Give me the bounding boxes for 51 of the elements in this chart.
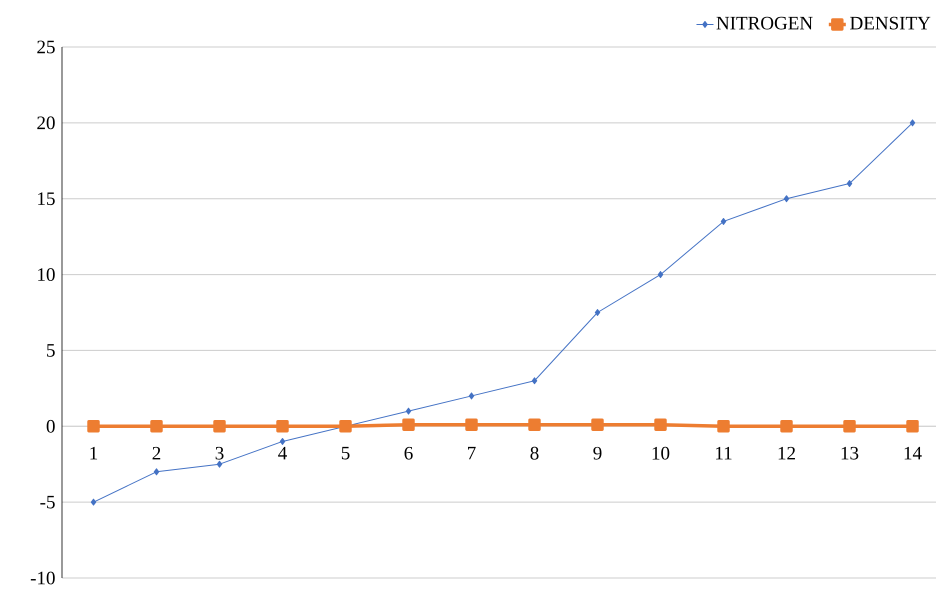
point: [87, 420, 100, 433]
x-tick-label: 4: [278, 446, 287, 460]
point: [150, 420, 163, 433]
point: [720, 218, 726, 225]
point: [906, 420, 919, 433]
point: [90, 498, 96, 506]
point: [846, 180, 852, 188]
x-tick-label: 9: [593, 446, 602, 460]
point: [216, 460, 222, 468]
point: [213, 420, 226, 433]
x-tick-label: 6: [404, 446, 413, 460]
point: [654, 418, 667, 431]
y-tick-label: 10: [38, 268, 55, 281]
x-tick-label: 12: [778, 446, 795, 460]
point: [591, 418, 604, 431]
point: [843, 420, 856, 433]
y-tick-label: 5: [47, 344, 55, 357]
x-tick-label: 5: [342, 446, 350, 460]
point: [532, 377, 538, 384]
x-tick-label: 1: [90, 446, 98, 460]
point: [406, 408, 412, 415]
y-tick-label: -10: [30, 572, 55, 584]
y-tick-label: 15: [38, 192, 55, 206]
x-tick-label: 8: [530, 446, 539, 460]
point: [910, 119, 916, 126]
point: [280, 438, 286, 445]
point: [154, 468, 160, 476]
y-tick-label: -5: [40, 496, 55, 508]
x-tick-label: 7: [468, 446, 476, 460]
point: [402, 418, 415, 431]
point: [658, 271, 664, 278]
x-tick-label: 3: [216, 446, 224, 460]
point: [784, 195, 790, 202]
x-tick-label: 11: [716, 446, 732, 460]
point: [594, 309, 600, 316]
x-tick-label: 10: [652, 446, 670, 460]
point: [468, 392, 474, 400]
point: [339, 420, 352, 433]
point: [717, 420, 730, 433]
point: [276, 420, 289, 433]
y-tick-label: 20: [37, 116, 55, 130]
legend-label: NITROGEN: [716, 16, 813, 30]
point: [528, 418, 541, 431]
x-tick-label: 2: [152, 446, 160, 460]
legend-label: DENSITY: [850, 16, 930, 30]
point: [465, 418, 478, 431]
y-tick-label: 0: [46, 420, 55, 433]
x-tick-label: 13: [842, 446, 858, 460]
y-tick-label: 25: [37, 40, 55, 54]
point: [780, 420, 793, 433]
x-tick-label: 14: [904, 446, 922, 460]
